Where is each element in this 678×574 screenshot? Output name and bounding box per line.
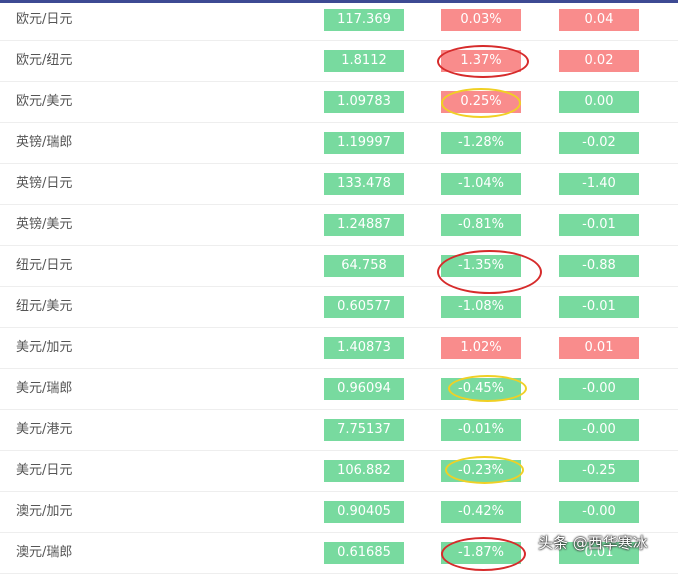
table-row[interactable]: 欧元/纽元 1.8112 1.37% 0.02 xyxy=(0,41,678,82)
percent-change-cell: -0.23% xyxy=(441,460,521,482)
pair-label: 英镑/日元 xyxy=(16,176,73,191)
percent-change-cell: -1.35% xyxy=(441,255,521,277)
table-row[interactable]: 澳元/加元 0.90405 -0.42% -0.00 xyxy=(0,492,678,533)
table-row[interactable]: 美元/加元 1.40873 1.02% 0.01 xyxy=(0,328,678,369)
price-cell: 133.478 xyxy=(324,173,404,195)
watermark: 头条 @西华寒冰 xyxy=(538,534,648,552)
change-cell: -0.88 xyxy=(559,255,639,277)
price-cell: 1.40873 xyxy=(324,337,404,359)
top-accent-bar xyxy=(0,0,678,3)
price-cell: 0.61685 xyxy=(324,542,404,564)
price-cell: 1.19997 xyxy=(324,132,404,154)
table-row[interactable]: 纽元/美元 0.60577 -1.08% -0.01 xyxy=(0,287,678,328)
change-cell: 0.04 xyxy=(559,9,639,31)
price-cell: 1.8112 xyxy=(324,50,404,72)
change-cell: 0.01 xyxy=(559,542,639,564)
table-row[interactable]: 美元/瑞郎 0.96094 -0.45% -0.00 xyxy=(0,369,678,410)
pair-label: 澳元/加元 xyxy=(16,504,73,519)
change-cell: -0.00 xyxy=(559,501,639,523)
pair-label: 纽元/日元 xyxy=(16,258,73,273)
pair-label: 纽元/美元 xyxy=(16,299,73,314)
change-cell: -0.25 xyxy=(559,460,639,482)
price-cell: 0.90405 xyxy=(324,501,404,523)
table-row[interactable]: 纽元/日元 64.758 -1.35% -0.88 xyxy=(0,246,678,287)
change-cell: -0.01 xyxy=(559,214,639,236)
change-cell: -0.00 xyxy=(559,378,639,400)
pair-label: 美元/日元 xyxy=(16,463,73,478)
table-row[interactable]: 英镑/瑞郎 1.19997 -1.28% -0.02 xyxy=(0,123,678,164)
table-row[interactable]: 欧元/美元 1.09783 0.25% 0.00 xyxy=(0,82,678,123)
pair-label: 美元/港元 xyxy=(16,422,73,437)
percent-change-cell: -0.45% xyxy=(441,378,521,400)
price-cell: 1.09783 xyxy=(324,91,404,113)
table-row[interactable]: 英镑/日元 133.478 -1.04% -1.40 xyxy=(0,164,678,205)
price-cell: 64.758 xyxy=(324,255,404,277)
percent-change-cell: 0.25% xyxy=(441,91,521,113)
price-cell: 106.882 xyxy=(324,460,404,482)
price-cell: 1.24887 xyxy=(324,214,404,236)
percent-change-cell: -1.08% xyxy=(441,296,521,318)
pair-label: 欧元/日元 xyxy=(16,12,73,27)
percent-change-cell: -1.87% xyxy=(441,542,521,564)
price-cell: 117.369 xyxy=(324,9,404,31)
percent-change-cell: -0.01% xyxy=(441,419,521,441)
change-cell: 0.00 xyxy=(559,91,639,113)
percent-change-cell: -1.04% xyxy=(441,173,521,195)
change-cell: -0.01 xyxy=(559,296,639,318)
pair-label: 英镑/美元 xyxy=(16,217,73,232)
price-cell: 7.75137 xyxy=(324,419,404,441)
percent-change-cell: 1.02% xyxy=(441,337,521,359)
table-row[interactable]: 美元/日元 106.882 -0.23% -0.25 xyxy=(0,451,678,492)
change-cell: -0.00 xyxy=(559,419,639,441)
pair-label: 澳元/瑞郎 xyxy=(16,545,73,560)
pair-label: 欧元/美元 xyxy=(16,94,73,109)
table-row[interactable]: 美元/港元 7.75137 -0.01% -0.00 xyxy=(0,410,678,451)
percent-change-cell: 1.37% xyxy=(441,50,521,72)
table-row[interactable]: 欧元/日元 117.369 0.03% 0.04 xyxy=(0,0,678,41)
percent-change-cell: -0.42% xyxy=(441,501,521,523)
change-cell: 0.01 xyxy=(559,337,639,359)
pair-label: 美元/瑞郎 xyxy=(16,381,73,396)
percent-change-cell: 0.03% xyxy=(441,9,521,31)
change-cell: -1.40 xyxy=(559,173,639,195)
table-row[interactable]: 英镑/美元 1.24887 -0.81% -0.01 xyxy=(0,205,678,246)
percent-change-cell: -0.81% xyxy=(441,214,521,236)
pair-label: 美元/加元 xyxy=(16,340,73,355)
change-cell: 0.02 xyxy=(559,50,639,72)
change-cell: -0.02 xyxy=(559,132,639,154)
percent-change-cell: -1.28% xyxy=(441,132,521,154)
pair-label: 欧元/纽元 xyxy=(16,53,73,68)
pair-label: 英镑/瑞郎 xyxy=(16,135,73,150)
price-cell: 0.60577 xyxy=(324,296,404,318)
price-cell: 0.96094 xyxy=(324,378,404,400)
